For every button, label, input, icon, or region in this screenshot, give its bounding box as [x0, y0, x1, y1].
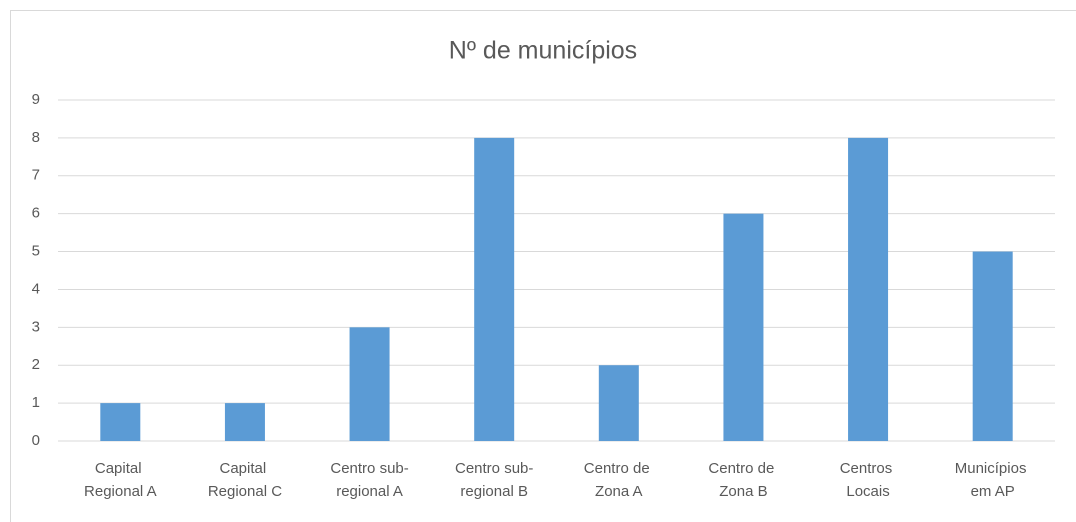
bar [474, 137, 515, 441]
x-tick-label: Centro sub-regional B [455, 460, 533, 500]
x-tick-label: Centros Locais [840, 460, 897, 500]
y-tick-label: 2 [32, 356, 40, 373]
bar [848, 137, 889, 441]
y-tick-label: 5 [32, 243, 40, 260]
x-tick-label: Municípios em AP [955, 460, 1031, 500]
chart-frame [10, 10, 1076, 522]
y-tick-label: 9 [32, 91, 40, 108]
x-tick-label: Centro de Zona B [708, 460, 778, 500]
y-tick-label: 1 [32, 394, 40, 411]
x-tick-label: Capital Regional C [208, 460, 282, 500]
y-tick-label: 6 [32, 205, 40, 222]
bar [100, 403, 141, 441]
y-tick-label: 7 [32, 167, 40, 184]
bar [598, 365, 639, 441]
x-tick-label: Capital Regional A [84, 460, 157, 500]
y-tick-label: 8 [32, 129, 40, 146]
y-tick-label: 0 [32, 432, 40, 449]
bar [349, 327, 390, 441]
y-tick-label: 4 [32, 280, 40, 297]
y-tick-label: 3 [32, 318, 40, 335]
bar [224, 403, 265, 441]
chart-title: Nº de municípios [449, 37, 637, 65]
x-tick-label: Centro sub-regional A [330, 460, 408, 500]
bar [972, 251, 1013, 441]
bar [723, 213, 764, 441]
x-tick-label: Centro de Zona A [584, 460, 654, 500]
